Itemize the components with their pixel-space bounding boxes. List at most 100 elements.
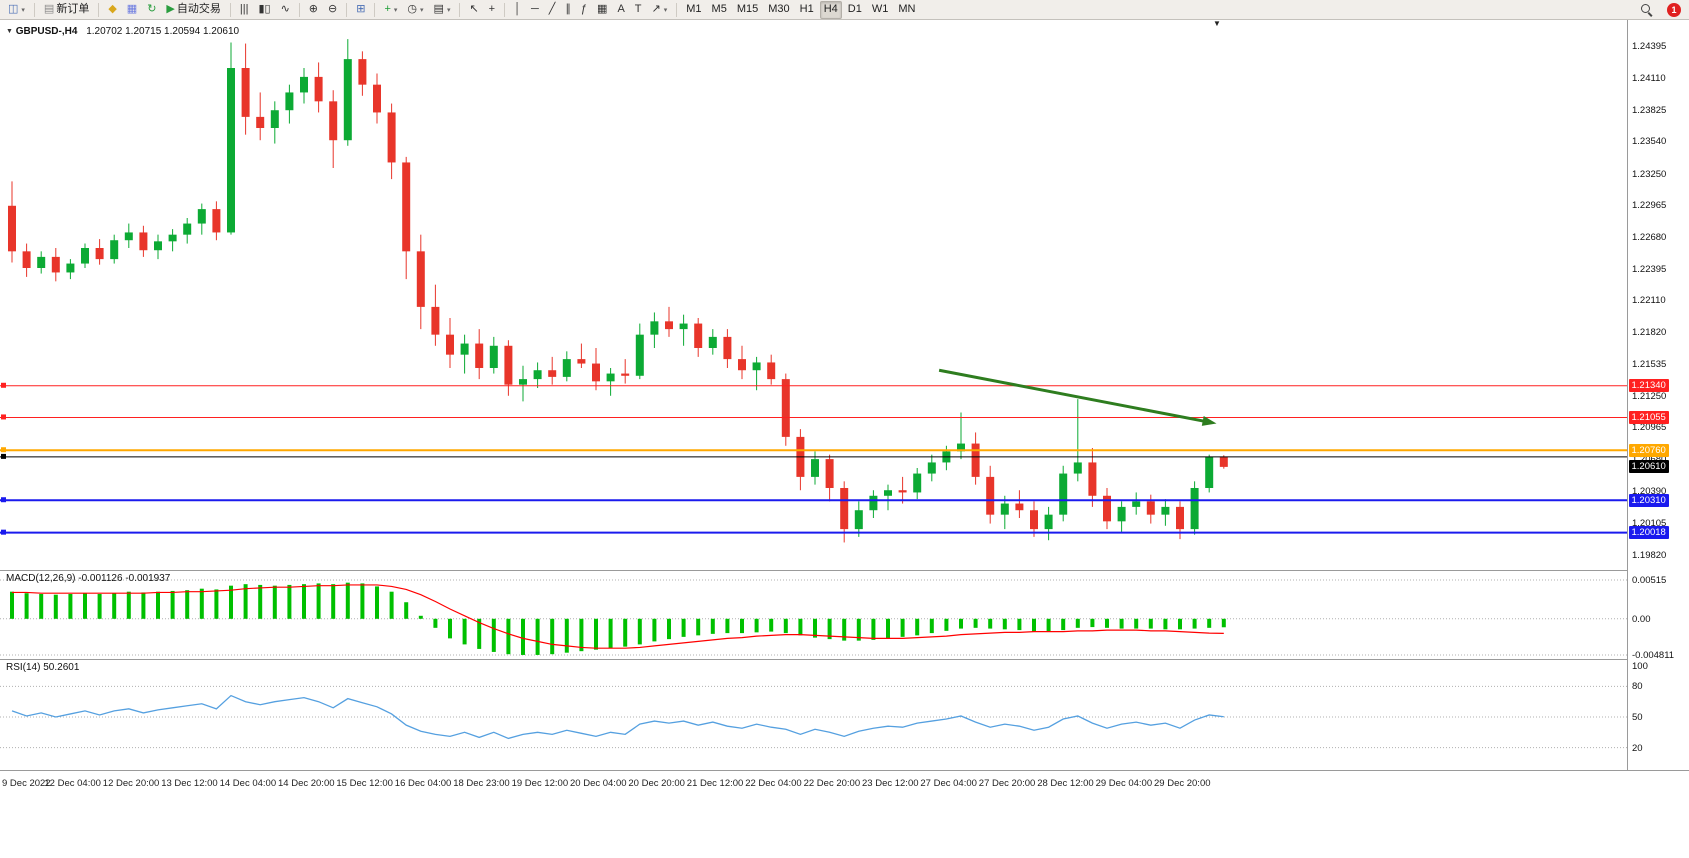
hline-1.20018[interactable]: [0, 529, 1627, 535]
horizontal-line-button[interactable]: ─: [527, 1, 543, 19]
zoom-out-button[interactable]: ⊖: [324, 1, 341, 19]
timeframe-m30-label: M30: [768, 3, 790, 15]
hline-1.207[interactable]: [0, 453, 1627, 459]
new-order-button[interactable]: ▤ 新订单: [40, 1, 93, 19]
periods-button[interactable]: ◷ ▾: [403, 1, 427, 19]
hline-1.2076[interactable]: [0, 447, 1627, 453]
timeframe-w1-label: W1: [871, 3, 889, 15]
zoom-in-button[interactable]: ⊕: [305, 1, 322, 19]
horizontal-line-icon: ─: [530, 3, 539, 15]
price-axis-label: 1.24395: [1632, 41, 1667, 53]
indicators-button[interactable]: + ▾: [380, 1, 401, 19]
periods-icon: ◷: [407, 3, 418, 15]
timeframe-m15[interactable]: M15: [733, 1, 762, 19]
vertical-line-button[interactable]: │: [510, 1, 525, 19]
timeframe-h4-label: H4: [823, 3, 838, 15]
time-axis-label: 14 Dec 04:00: [219, 778, 277, 789]
line-chart-button[interactable]: ∿: [277, 1, 294, 19]
rsi-line: [11, 694, 1224, 740]
price-line-badge: 1.21055: [1628, 410, 1669, 424]
trendline-button[interactable]: ╱: [545, 1, 560, 19]
shapes-button[interactable]: ▦: [593, 1, 611, 19]
panel-separator[interactable]: [0, 770, 1689, 771]
shapes-icon: ▦: [597, 3, 608, 15]
chart-shift-marker[interactable]: ▼: [1213, 19, 1221, 28]
profiles-button[interactable]: ◆: [104, 1, 120, 19]
refresh-button[interactable]: ↻: [143, 1, 160, 19]
time-axis[interactable]: 9 Dec 2022 12 Dec 04:00 12 Dec 20:00 13 Dec…: [0, 772, 1627, 792]
templates-button[interactable]: ▤ ▾: [430, 1, 455, 19]
toolbar-separator: [229, 2, 231, 17]
timeframe-m5[interactable]: M5: [708, 1, 731, 19]
timeframe-w1[interactable]: W1: [868, 1, 893, 19]
panel-separator[interactable]: [0, 659, 1689, 660]
crosshair-icon: +: [488, 3, 496, 15]
time-axis-label: 22 Dec 04:00: [745, 778, 802, 789]
zoom-in-icon: ⊕: [308, 3, 319, 15]
price-axis-label: 1.20965: [1632, 422, 1667, 434]
panel-separator[interactable]: [0, 570, 1689, 571]
depth-of-market-button[interactable]: ▦: [123, 1, 141, 19]
toolbar-separator: [459, 2, 461, 17]
channel-button[interactable]: ∥: [561, 1, 575, 19]
new-chart-button[interactable]: ◫ ▾: [4, 1, 29, 19]
text-button[interactable]: A: [613, 1, 628, 19]
channel-icon: ∥: [565, 3, 571, 15]
new-chart-icon: ◫: [8, 3, 19, 15]
timeframe-m1[interactable]: M1: [682, 1, 705, 19]
price-axis[interactable]: 1.24395 1.24110 1.23825 1.23540 1.23250 1.229…: [1627, 20, 1689, 770]
time-axis-label: 12 Dec 20:00: [102, 778, 160, 789]
cursor-icon: ↖: [469, 3, 479, 15]
notification-badge[interactable]: 1: [1667, 2, 1681, 17]
timeframe-h4[interactable]: H4: [819, 0, 842, 19]
timeframe-m30[interactable]: M30: [764, 1, 793, 19]
fibonacci-button[interactable]: ƒ: [577, 1, 591, 19]
autotrading-button[interactable]: ▶ 自动交易: [162, 1, 224, 19]
arrows-button[interactable]: ↗ ▾: [648, 1, 672, 19]
current-price-badge: 1.20610: [1628, 460, 1669, 474]
caret-down-icon: ▾: [393, 6, 398, 14]
price-axis-label: 1.20390: [1632, 486, 1667, 498]
time-axis-label: 14 Dec 20:00: [278, 778, 335, 789]
price-axis-label: 1.21250: [1632, 390, 1667, 402]
rsi-axis-label: 50: [1632, 712, 1643, 723]
symbol-period-label: GBPUSD-,H4: [15, 26, 78, 37]
candlestick-chart-button[interactable]: ▮▯: [254, 1, 274, 19]
timeframe-mn-label: MN: [898, 3, 916, 15]
new-order-icon: ▤: [43, 3, 55, 15]
templates-icon: ▤: [433, 3, 444, 15]
time-axis-label: 27 Dec 20:00: [978, 778, 1036, 789]
rsi-axis-label: 20: [1632, 742, 1643, 754]
cursor-button[interactable]: ↖: [465, 1, 482, 19]
hline-1.21055[interactable]: [0, 414, 1627, 420]
one-click-trading-toggle[interactable]: ▼: [6, 28, 13, 35]
toolbar-separator: [374, 2, 376, 17]
caret-down-icon: ▾: [663, 6, 668, 14]
vertical-line-icon: │: [514, 3, 521, 15]
hline-1.2134[interactable]: [0, 382, 1627, 388]
search-icon: [1641, 3, 1653, 16]
bar-chart-button[interactable]: |||: [236, 1, 253, 19]
text-label-button[interactable]: T: [631, 1, 646, 19]
autotrading-button-label: 自动交易: [176, 3, 221, 15]
macd-signal-line: [12, 584, 1224, 649]
tile-windows-button[interactable]: ⊞: [352, 1, 369, 19]
search-button[interactable]: [1637, 1, 1657, 19]
timeframe-mn[interactable]: MN: [894, 1, 919, 19]
chart-canvas[interactable]: [0, 20, 1689, 792]
hline-1.2031[interactable]: [0, 497, 1627, 503]
time-axis-label: 28 Dec 12:00: [1037, 778, 1094, 789]
timeframe-h1[interactable]: H1: [796, 1, 818, 19]
crosshair-button[interactable]: +: [485, 1, 499, 19]
price-axis-label: 1.23825: [1632, 104, 1667, 116]
toolbar-right: 1: [1636, 1, 1681, 19]
chart-title: ▼ GBPUSD-,H4 1.20702 1.20715 1.20594 1.2…: [6, 26, 239, 37]
macd-axis-label: -0.004811: [1632, 650, 1675, 662]
timeframe-d1[interactable]: D1: [844, 1, 866, 19]
trend-arrow[interactable]: [938, 368, 1217, 426]
macd-histogram: [10, 582, 1226, 655]
price-axis-label: 1.20105: [1632, 518, 1667, 529]
toolbar-separator: [298, 2, 300, 17]
time-axis-label: 18 Dec 23:00: [453, 778, 510, 789]
price-axis-label: 1.23540: [1632, 136, 1667, 148]
